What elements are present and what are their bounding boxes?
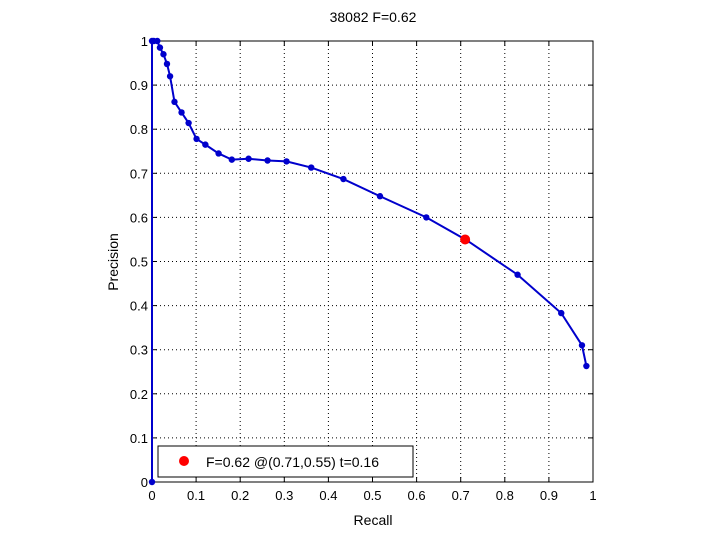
data-point: [148, 478, 156, 486]
data-point: [171, 98, 178, 106]
data-point: [215, 150, 222, 157]
x-tick-label: 0.7: [452, 488, 470, 503]
x-tick-label: 0: [148, 488, 155, 503]
y-tick-label: 0.5: [130, 255, 148, 270]
y-axis-label: Precision: [105, 233, 121, 291]
data-point: [245, 155, 252, 162]
data-point: [166, 73, 174, 80]
data-point: [578, 342, 586, 349]
grid: [152, 41, 593, 482]
series-layer: [148, 37, 590, 486]
legend-box: [157, 445, 414, 478]
legend: F=0.62 @(0.71,0.55) t=0.16: [157, 445, 414, 478]
data-point: [264, 157, 271, 164]
y-tick-label: 0.6: [130, 210, 148, 225]
data-point: [514, 271, 521, 278]
y-tick-label: 0.3: [130, 343, 148, 358]
data-point: [376, 193, 384, 200]
best-f-point: [460, 234, 471, 245]
legend-label: F=0.62 @(0.71,0.55) t=0.16: [206, 454, 379, 470]
y-tick-label: 1: [141, 34, 148, 49]
data-point: [228, 156, 236, 163]
x-tick-label: 1: [589, 488, 596, 503]
x-tick-label: 0.5: [363, 488, 381, 503]
x-tick-label: 0.3: [275, 488, 293, 503]
y-tick-label: 0.9: [130, 78, 148, 93]
y-tick-label: 0.1: [130, 431, 148, 446]
chart-title: 38082 F=0.62: [330, 9, 417, 25]
data-point: [185, 119, 192, 127]
data-point: [340, 175, 347, 183]
legend-marker: [179, 456, 189, 466]
x-tick-label: 0.2: [231, 488, 249, 503]
x-tick-label: 0.8: [496, 488, 514, 503]
data-point: [154, 37, 161, 45]
x-tick-label: 0.1: [187, 488, 205, 503]
data-point: [202, 141, 209, 148]
data-point: [156, 44, 164, 51]
plot-area: 0 0.1 0.2 0.3 0.4 0.5 0.6 0.7 0.8 0.9 1 0 0.1 0.2 0.3 0…: [130, 34, 597, 503]
data-point: [160, 51, 167, 58]
y-tick-label: 0.7: [130, 166, 148, 181]
x-tick-label: 0.6: [408, 488, 426, 503]
data-point: [308, 164, 315, 171]
data-point: [283, 158, 290, 165]
data-point: [558, 309, 565, 317]
data-point: [163, 60, 171, 68]
y-tick-label: 0: [141, 475, 148, 490]
ticks: 0 0.1 0.2 0.3 0.4 0.5 0.6 0.7 0.8 0.9 1 0 0.1 0.2 0.3 0…: [130, 34, 597, 503]
data-point: [193, 135, 200, 143]
x-tick-label: 0.4: [319, 488, 337, 503]
y-tick-label: 0.4: [130, 299, 148, 314]
y-tick-label: 0.8: [130, 122, 148, 137]
data-point: [178, 109, 185, 116]
y-tick-label: 0.2: [130, 387, 148, 402]
data-point: [583, 362, 590, 370]
data-point: [423, 214, 430, 221]
x-tick-label: 0.9: [540, 488, 558, 503]
x-axis-label: Recall: [354, 512, 393, 528]
